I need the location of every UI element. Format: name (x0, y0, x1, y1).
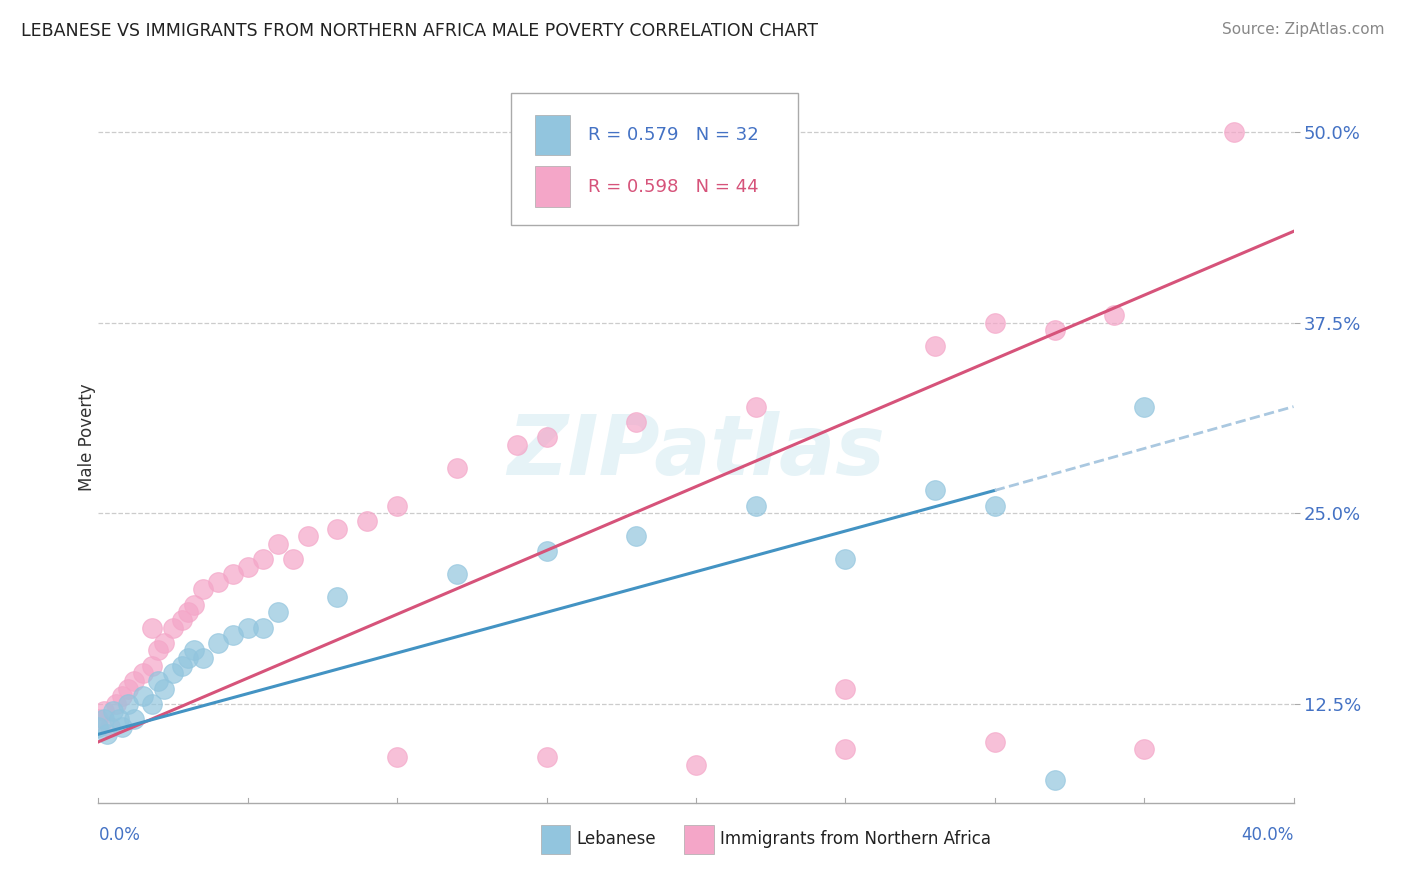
Point (326, 590, 349, 604)
Point (98, 720, 122, 734)
Bar (534, 115, 571, 155)
FancyBboxPatch shape (510, 94, 797, 225)
Bar (534, 167, 571, 207)
Point (385, 499, 409, 513)
Point (267, 537, 290, 551)
Point (124, 673, 146, 688)
Text: Immigrants from Northern Africa: Immigrants from Northern Africa (720, 830, 991, 848)
Point (984, 735, 1007, 749)
Point (148, 673, 170, 688)
Point (172, 658, 194, 673)
Point (103, 705, 125, 719)
Point (267, 605, 290, 619)
Point (1043, 323, 1066, 337)
Point (252, 621, 274, 635)
Point (111, 720, 134, 734)
Point (834, 742, 856, 756)
Point (222, 628, 245, 642)
Point (141, 621, 163, 635)
Point (87, 720, 110, 734)
Text: R = 0.579   N = 32: R = 0.579 N = 32 (589, 127, 759, 145)
Point (148, 643, 170, 657)
Point (96, 727, 118, 741)
Y-axis label: Male Poverty: Male Poverty (79, 384, 96, 491)
Point (236, 559, 259, 574)
Point (685, 757, 707, 772)
Point (177, 605, 200, 619)
Point (536, 750, 558, 764)
Point (191, 582, 214, 597)
Point (207, 574, 229, 589)
Point (162, 666, 184, 681)
Point (222, 567, 245, 582)
Point (153, 636, 176, 650)
Point (924, 483, 946, 498)
Point (236, 621, 259, 635)
Point (745, 499, 768, 513)
Point (536, 430, 558, 444)
Text: 0.0%: 0.0% (98, 826, 141, 844)
Point (984, 316, 1007, 330)
Point (984, 499, 1007, 513)
Point (108, 712, 131, 726)
Bar (541, 825, 571, 854)
Point (626, 415, 648, 429)
Point (87, 712, 110, 726)
Point (356, 514, 378, 528)
Point (93, 705, 115, 719)
Point (93, 712, 115, 726)
Point (252, 552, 274, 566)
Text: ZIPatlas: ZIPatlas (508, 411, 884, 492)
Bar (685, 825, 714, 854)
Text: Lebanese: Lebanese (576, 830, 657, 848)
Point (1223, 125, 1246, 139)
Point (745, 400, 768, 414)
Point (162, 621, 184, 635)
Text: Source: ZipAtlas.com: Source: ZipAtlas.com (1222, 22, 1385, 37)
Point (1133, 742, 1156, 756)
Point (1133, 400, 1156, 414)
Text: R = 0.598   N = 44: R = 0.598 N = 44 (589, 178, 759, 195)
Text: LEBANESE VS IMMIGRANTS FROM NORTHERN AFRICA MALE POVERTY CORRELATION CHART: LEBANESE VS IMMIGRANTS FROM NORTHERN AFR… (21, 22, 818, 40)
Point (105, 697, 128, 711)
Point (132, 666, 155, 681)
Point (124, 712, 146, 726)
Point (626, 529, 648, 543)
Point (281, 552, 304, 566)
Point (834, 681, 856, 696)
Point (153, 681, 176, 696)
Point (924, 339, 946, 353)
Point (506, 438, 529, 452)
Point (117, 681, 139, 696)
Point (326, 521, 349, 535)
Point (1043, 772, 1066, 787)
Point (183, 598, 205, 612)
Point (172, 613, 194, 627)
Point (834, 552, 856, 566)
Point (111, 689, 134, 703)
Point (385, 750, 409, 764)
Point (132, 689, 155, 703)
Point (141, 697, 163, 711)
Text: 40.0%: 40.0% (1241, 826, 1294, 844)
Point (177, 651, 200, 665)
Point (141, 658, 163, 673)
Point (191, 651, 214, 665)
Point (117, 697, 139, 711)
Point (536, 544, 558, 558)
Point (446, 567, 468, 582)
Point (207, 636, 229, 650)
Point (183, 643, 205, 657)
Point (1104, 308, 1126, 322)
Point (297, 529, 319, 543)
Point (446, 460, 468, 475)
